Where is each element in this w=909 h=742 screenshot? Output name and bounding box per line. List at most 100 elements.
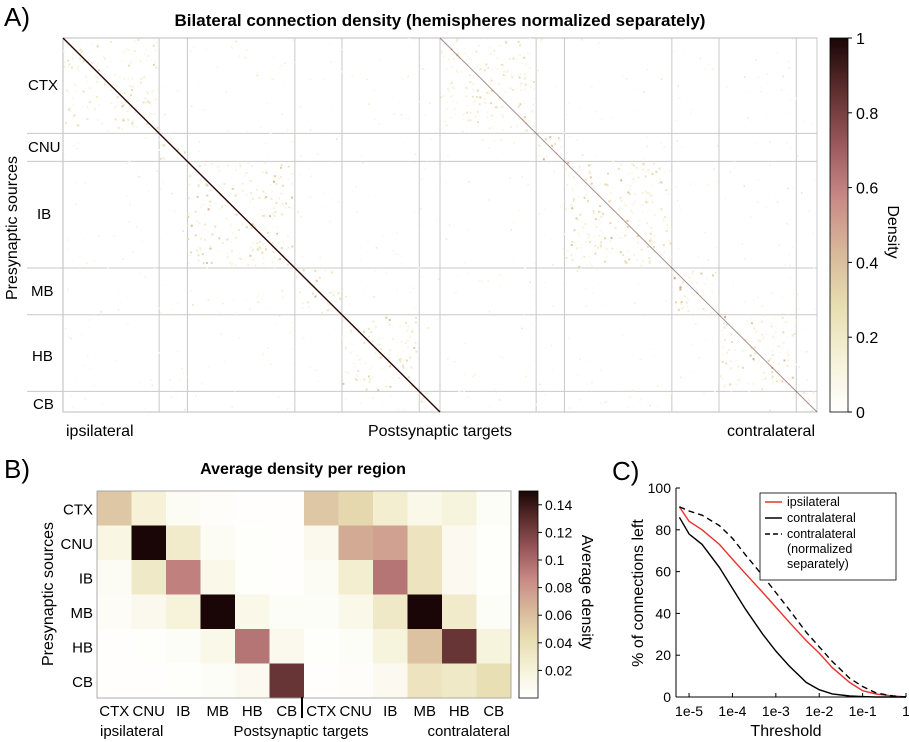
density-cell: [291, 141, 293, 143]
density-cell: [549, 136, 552, 139]
density-cell: [390, 395, 393, 397]
density-cell: [724, 316, 727, 319]
region-density-cell: [304, 629, 339, 664]
density-cell: [629, 231, 631, 233]
density-cell: [767, 116, 769, 119]
density-cell: [577, 374, 579, 377]
density-cell: [472, 95, 474, 98]
density-cell: [631, 172, 634, 175]
density-cell: [217, 165, 220, 168]
density-cell: [627, 191, 630, 194]
density-cell: [732, 284, 734, 287]
density-cell: [362, 162, 365, 164]
density-cell: [488, 199, 491, 201]
density-cell: [139, 81, 142, 84]
density-cell: [286, 235, 289, 238]
density-cell: [620, 179, 623, 182]
density-cell: [586, 383, 589, 386]
density-cell: [579, 399, 581, 401]
density-cell: [622, 38, 624, 40]
density-cell: [566, 113, 568, 116]
density-cell: [418, 101, 421, 103]
region-density-cell: [442, 491, 477, 526]
density-cell: [524, 267, 526, 269]
density-cell: [592, 212, 595, 214]
density-cell: [813, 266, 815, 269]
density-cell: [385, 385, 388, 388]
density-cell: [786, 364, 789, 367]
density-cell: [685, 285, 688, 288]
density-cell: [184, 408, 186, 411]
density-cell: [241, 189, 244, 192]
density-cell: [378, 123, 381, 126]
density-cell: [107, 289, 110, 291]
row-label-ib: IB: [37, 206, 51, 223]
density-cell: [766, 92, 769, 94]
density-cell: [381, 333, 383, 336]
density-cell: [93, 385, 95, 387]
density-cell: [109, 41, 112, 44]
density-cell: [488, 46, 491, 49]
region-density-cell: [476, 491, 512, 526]
colorbar-tick-label: 0.06: [545, 607, 572, 623]
density-cell: [624, 260, 627, 263]
density-cell: [218, 311, 220, 314]
density-cell: [666, 405, 668, 407]
density-cell: [127, 97, 130, 100]
density-cell: [333, 289, 336, 292]
panel-c-ylabel: % of connections left: [630, 519, 647, 667]
density-cell: [777, 363, 780, 366]
density-cell: [118, 76, 121, 78]
density-cell: [523, 82, 526, 85]
density-cell: [88, 51, 91, 54]
density-cell: [98, 80, 101, 83]
density-cell: [257, 292, 260, 295]
density-cell: [763, 314, 766, 317]
density-cell: [409, 356, 412, 359]
density-cell: [203, 203, 206, 206]
density-cell: [749, 216, 752, 218]
density-cell: [256, 248, 259, 251]
density-cell: [148, 101, 151, 104]
density-cell: [800, 192, 803, 194]
density-cell: [322, 78, 325, 80]
density-cell: [203, 109, 205, 111]
density-cell: [156, 41, 159, 44]
density-cell: [792, 246, 795, 248]
density-cell: [247, 263, 250, 266]
density-cell: [301, 278, 304, 280]
density-cell: [267, 152, 269, 155]
density-cell: [371, 376, 374, 379]
density-cell: [239, 165, 242, 168]
density-cell: [146, 60, 148, 62]
density-cell: [526, 52, 529, 55]
density-cell: [625, 272, 627, 275]
density-cell: [644, 175, 647, 178]
density-cell: [135, 107, 138, 110]
region-density-cell: [442, 629, 477, 664]
density-cell: [796, 307, 799, 310]
density-cell: [553, 170, 555, 173]
density-cell: [619, 251, 622, 254]
density-cell: [777, 370, 780, 373]
region-density-cell: [97, 560, 132, 595]
density-cell: [205, 183, 207, 186]
density-cell: [559, 205, 562, 208]
density-cell: [784, 264, 786, 266]
density-cell: [276, 233, 279, 235]
density-cell: [463, 390, 465, 393]
density-cell: [388, 323, 391, 326]
density-cell: [479, 96, 482, 99]
density-cell: [415, 321, 417, 324]
density-cell: [812, 248, 814, 251]
density-cell: [351, 75, 354, 78]
region-density-cell: [407, 663, 443, 699]
region-density-cell: [304, 525, 339, 561]
density-cell: [725, 197, 727, 199]
density-cell: [287, 246, 290, 249]
density-cell: [67, 288, 69, 291]
density-cell: [381, 355, 384, 358]
density-cell: [293, 61, 296, 64]
density-cell: [431, 409, 434, 412]
density-cell: [298, 174, 301, 177]
